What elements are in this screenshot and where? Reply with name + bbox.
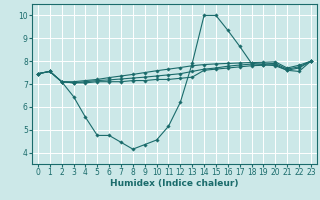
- X-axis label: Humidex (Indice chaleur): Humidex (Indice chaleur): [110, 179, 239, 188]
